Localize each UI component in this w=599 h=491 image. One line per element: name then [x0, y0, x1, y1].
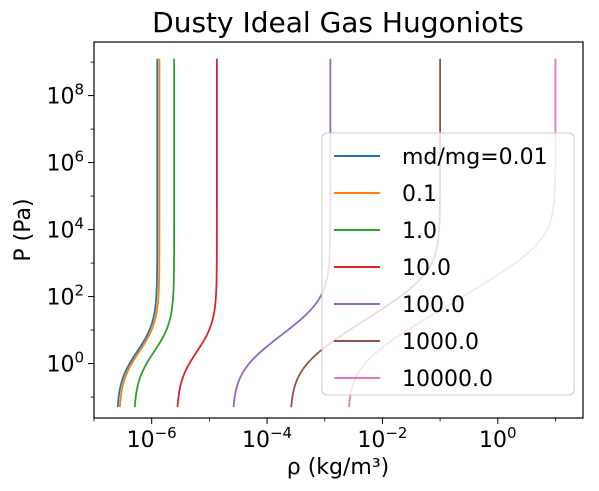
x-tick-label-2: 10−2 — [357, 424, 407, 453]
legend-label-2: 1.0 — [402, 219, 437, 244]
ticks-layer: 10−6 10−4 10−2 100 100 102 104 106 108 — [46, 61, 556, 453]
legend-box — [321, 132, 575, 396]
y-tick-label-0: 100 — [46, 349, 84, 378]
series-line-0 — [116, 58, 159, 408]
x-tick-label-3: 100 — [479, 424, 517, 453]
legend-label-1: 0.1 — [402, 182, 437, 207]
legend: md/mg=0.01 0.1 1.0 10.0 100.0 1000.0 10000.0 — [321, 132, 575, 396]
series-line-1 — [118, 58, 161, 408]
legend-label-0: md/mg=0.01 — [402, 145, 548, 170]
legend-label-6: 10000.0 — [402, 367, 493, 392]
y-axis-label: P (Pa) — [11, 198, 36, 261]
series-line-3 — [176, 58, 218, 408]
legend-label-4: 100.0 — [402, 293, 465, 318]
x-tick-label-0: 10−6 — [127, 424, 177, 453]
x-tick-label-1: 10−4 — [242, 424, 292, 453]
y-tick-label-1: 102 — [46, 282, 84, 311]
y-tick-label-4: 108 — [46, 81, 84, 110]
y-tick-label-3: 106 — [46, 148, 84, 177]
chart-title: Dusty Ideal Gas Hugoniots — [152, 6, 524, 39]
series-line-2 — [133, 58, 176, 408]
legend-label-5: 1000.0 — [402, 330, 479, 355]
legend-label-3: 10.0 — [402, 256, 451, 281]
x-axis-label: ρ (kg/m³) — [287, 455, 390, 480]
y-tick-label-2: 104 — [46, 215, 84, 244]
